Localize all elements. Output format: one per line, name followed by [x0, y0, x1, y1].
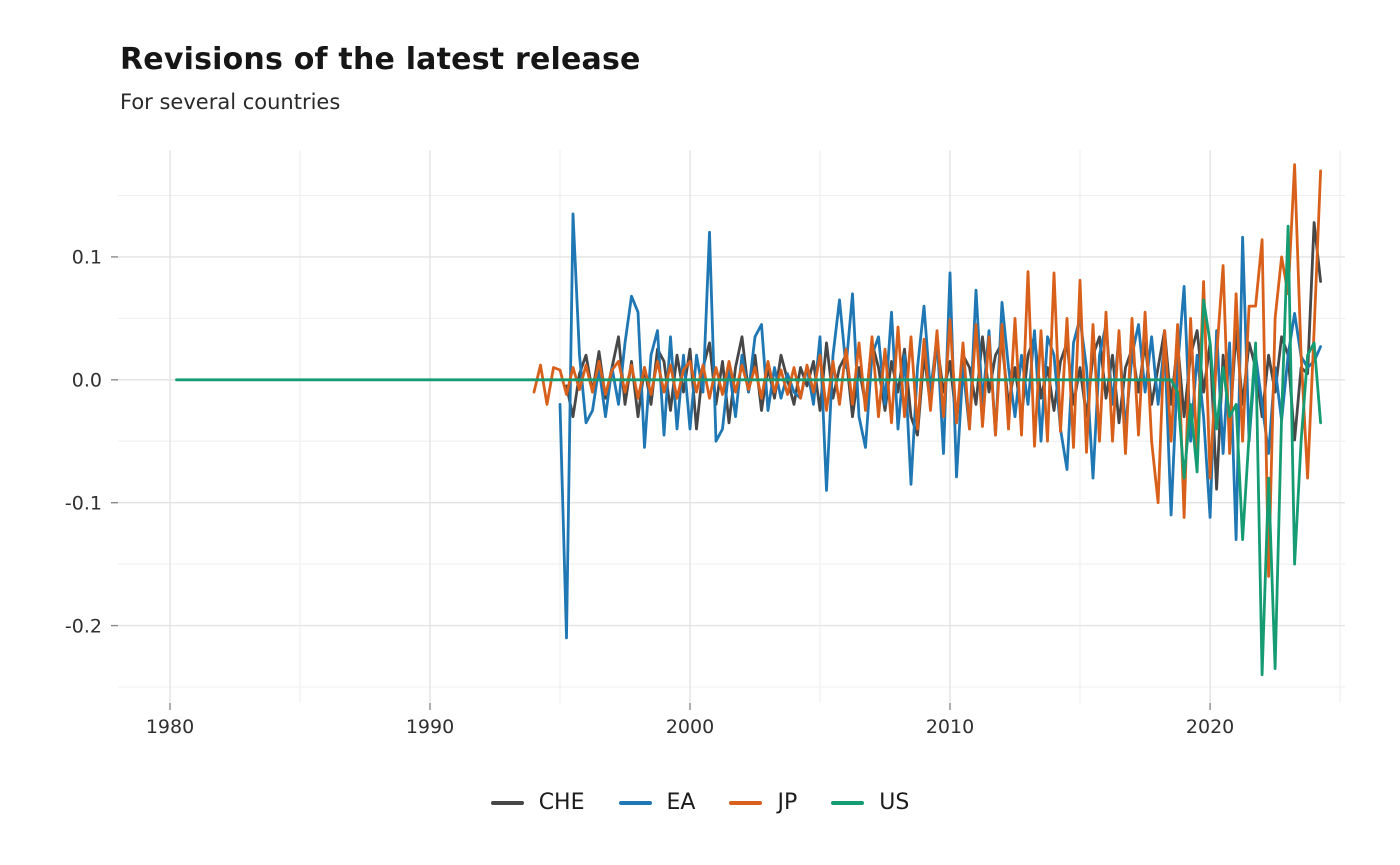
- legend-label-us: US: [879, 790, 910, 815]
- chart-title: Revisions of the latest release: [120, 42, 641, 77]
- y-axis-tick-label: -0.1: [65, 492, 102, 514]
- y-axis-tick-label: 0.1: [72, 247, 102, 269]
- series-line-ea: [558, 212, 1322, 640]
- legend-line-swatch-jp: [729, 800, 763, 805]
- legend-item-ea: EA: [618, 790, 696, 815]
- legend-label-ea: EA: [666, 790, 696, 815]
- legend-item-us: US: [831, 790, 909, 815]
- y-axis-tick-label: -0.2: [65, 615, 102, 637]
- series-line-us: [175, 224, 1322, 677]
- line-chart-canvas: 0.1 0.0 -0.1 -0.2 1980 1990 2000 2010 2020: [65, 150, 1345, 738]
- legend-label-che: CHE: [538, 790, 585, 815]
- legend-line-swatch-us: [831, 800, 865, 805]
- x-axis-tick-label: 2020: [1186, 716, 1234, 738]
- legend-item-jp: JP: [729, 790, 797, 815]
- x-axis-tick-label: 2000: [666, 716, 714, 738]
- chart-legend: CHE EA JP US: [0, 790, 1400, 815]
- series-line-jp: [532, 163, 1322, 578]
- legend-line-swatch-ea: [618, 800, 652, 805]
- legend-item-che: CHE: [490, 790, 585, 815]
- x-axis-tick-label: 2010: [926, 716, 974, 738]
- x-axis-tick-label: 1990: [406, 716, 454, 738]
- y-axis-tick-label: 0.0: [72, 369, 102, 391]
- legend-label-jp: JP: [777, 790, 798, 815]
- x-axis-tick-label: 1980: [146, 716, 194, 738]
- chart-subtitle: For several countries: [120, 90, 341, 114]
- legend-line-swatch-che: [490, 800, 524, 805]
